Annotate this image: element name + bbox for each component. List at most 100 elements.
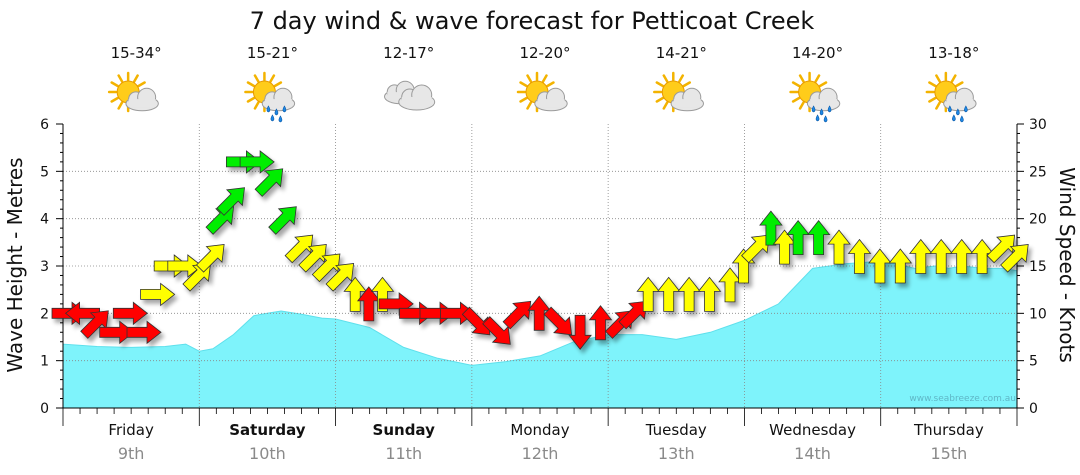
cloud-part [673, 99, 701, 108]
sun-ray [132, 74, 139, 83]
sun-ray [253, 74, 260, 83]
weather-row: 15-34° 15-21° 12-17° 12-20° 14-21° 14-20° 13-1… [107, 44, 979, 123]
day-label: Friday [108, 421, 154, 439]
cloud-part [401, 97, 432, 106]
credit-watermark: www.seabreeze.com.au [909, 394, 1016, 404]
wind-arrow [888, 248, 913, 284]
wind-arrow [140, 282, 176, 307]
rain-drop [952, 114, 956, 122]
wind-arrow [772, 229, 797, 265]
rain-drop [811, 105, 816, 113]
date-label: 9th [118, 444, 145, 463]
sun-ray [519, 81, 528, 88]
temperature-range: 13-18° [928, 44, 979, 62]
sun-ray [935, 74, 942, 83]
day-label: Tuesday [645, 421, 707, 439]
cloud-shape [670, 87, 704, 112]
plot-area: 0 1 2 3 4 5 6 0 5 10 15 20 25 30 Friday 9th Saturday 10th… [40, 117, 1047, 463]
sun-ray [818, 81, 828, 88]
y-right-tick-label: 25 [1029, 164, 1047, 180]
cloud-part [264, 99, 292, 108]
cloud-part [946, 99, 974, 108]
sun-ray [798, 74, 805, 83]
date-label: 11th [385, 444, 422, 463]
wind-arrows [51, 150, 1029, 350]
y-right-tick-label: 0 [1029, 401, 1038, 417]
sun-ray [526, 74, 533, 83]
cloud-part [537, 99, 565, 108]
sun-cloud-icon [516, 71, 568, 113]
wind-arrow [216, 187, 245, 216]
y-left-tick-label: 4 [40, 212, 49, 228]
cloud-shape [125, 87, 159, 112]
cloud-shape [261, 87, 296, 112]
rain-drop [274, 108, 279, 116]
y-left-tick-label: 0 [40, 401, 49, 417]
y-right-tick-label: 30 [1029, 117, 1047, 133]
date-label: 14th [794, 444, 831, 463]
temperature-range: 14-20° [792, 44, 843, 62]
sun-cloud-rain-icon [789, 71, 841, 123]
sun-ray [253, 101, 260, 110]
rain-drop [956, 108, 960, 116]
y-right-tick-label: 10 [1029, 306, 1047, 322]
sun-ray [662, 74, 669, 83]
date-label: 15th [930, 444, 967, 463]
sun-ray [655, 96, 665, 103]
sun-ray [935, 101, 942, 110]
wind-arrow [284, 234, 314, 264]
sun-ray [519, 96, 528, 103]
day-label: Monday [510, 421, 569, 439]
y-right-tick-label: 20 [1029, 212, 1047, 228]
date-label: 12th [522, 444, 559, 463]
wind-arrow [502, 300, 532, 330]
wind-arrow [618, 300, 648, 330]
sun-ray [546, 81, 555, 88]
wind-arrow [356, 286, 381, 322]
y-left-tick-label: 6 [40, 117, 49, 133]
sun-ray [798, 101, 805, 110]
wind-arrow [718, 267, 742, 303]
rain-drop [948, 105, 952, 113]
sun-cloud-icon [107, 71, 159, 113]
sun-ray [117, 74, 124, 83]
wind-arrow [806, 219, 831, 256]
wind-arrow [268, 206, 297, 235]
sun-ray [928, 96, 937, 103]
sun-ray [954, 81, 964, 88]
wind-arrow [370, 276, 395, 312]
sun-ray [655, 81, 665, 88]
sun-ray [791, 96, 801, 103]
sun-ray [950, 74, 957, 83]
sun-ray [541, 74, 548, 83]
rain-drop [270, 114, 275, 122]
cloud-part [128, 99, 156, 108]
wind-arrow [126, 320, 162, 345]
cloud-shape [943, 87, 977, 112]
sun-ray [110, 96, 120, 103]
sun-ray [269, 74, 276, 83]
wave-height-area [62, 260, 1018, 409]
y-right-tick-label: 5 [1029, 354, 1038, 370]
y-left-tick-label: 2 [40, 306, 49, 322]
sun-ray [678, 74, 685, 83]
sun-ray [662, 101, 669, 110]
sun-ray [117, 101, 124, 110]
rain-drop [823, 115, 828, 123]
wind-arrow [759, 210, 783, 246]
chart-title: 7 day wind & wave forecast for Petticoat… [250, 7, 815, 35]
temperature-range: 15-21° [247, 44, 298, 62]
sun-ray [110, 81, 120, 88]
cloud-part [387, 92, 415, 101]
y-right-tick-label: 15 [1029, 259, 1047, 275]
wind-arrow [195, 244, 225, 273]
sun-cloud-rain-icon [244, 71, 296, 123]
wind-arrow [543, 306, 573, 336]
temperature-range: 15-34° [111, 44, 162, 62]
wind-arrow [568, 314, 592, 350]
rain-drop [964, 105, 968, 113]
wind-arrow [311, 253, 341, 283]
date-label: 10th [249, 444, 286, 463]
sun-ray [246, 96, 256, 103]
